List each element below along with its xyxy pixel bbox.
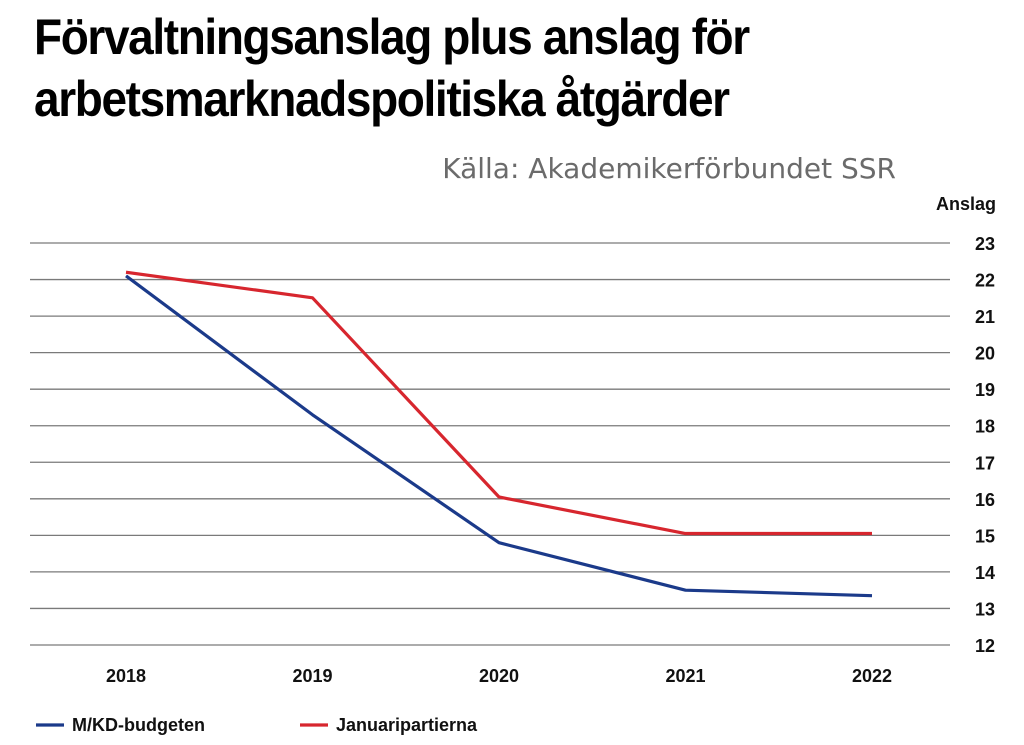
- x-tick-label: 2021: [665, 666, 705, 686]
- series-line-m-kd-budgeten: [125, 274, 873, 598]
- legend: M/KD-budgeten Januaripartierna: [36, 715, 478, 735]
- y-tick-label: 13: [975, 599, 995, 619]
- x-tick-label: 2019: [292, 666, 332, 686]
- gridlines: [30, 242, 950, 646]
- x-axis-tick-labels: 2018 2019 2020 2021 2022: [106, 666, 892, 686]
- y-tick-label: 20: [975, 344, 995, 364]
- y-tick-label: 16: [975, 490, 995, 510]
- y-tick-label: 23: [975, 234, 995, 254]
- series-line-januaripartierna: [125, 270, 872, 536]
- y-tick-label: 12: [975, 636, 995, 656]
- legend-label: M/KD-budgeten: [72, 715, 205, 735]
- legend-label: Januaripartierna: [336, 715, 478, 735]
- y-tick-label: 15: [975, 526, 995, 546]
- y-tick-label: 17: [975, 453, 995, 473]
- series-lines: [125, 270, 873, 598]
- y-axis-label: Anslag: [936, 194, 996, 214]
- x-tick-label: 2020: [479, 666, 519, 686]
- chart-source: Källa: Akademikerförbundet SSR: [442, 152, 896, 185]
- x-tick-label: 2018: [106, 666, 146, 686]
- y-tick-label: 14: [975, 563, 995, 583]
- y-tick-label: 21: [975, 307, 995, 327]
- y-tick-label: 22: [975, 271, 995, 291]
- y-axis-tick-labels: 23 22 21 20 19 18 17 16 15 14 13 12: [975, 234, 995, 656]
- y-tick-label: 18: [975, 417, 995, 437]
- y-tick-label: 19: [975, 380, 995, 400]
- x-tick-label: 2022: [852, 666, 892, 686]
- chart-title: Förvaltningsanslag plus anslag för arbet…: [34, 9, 750, 127]
